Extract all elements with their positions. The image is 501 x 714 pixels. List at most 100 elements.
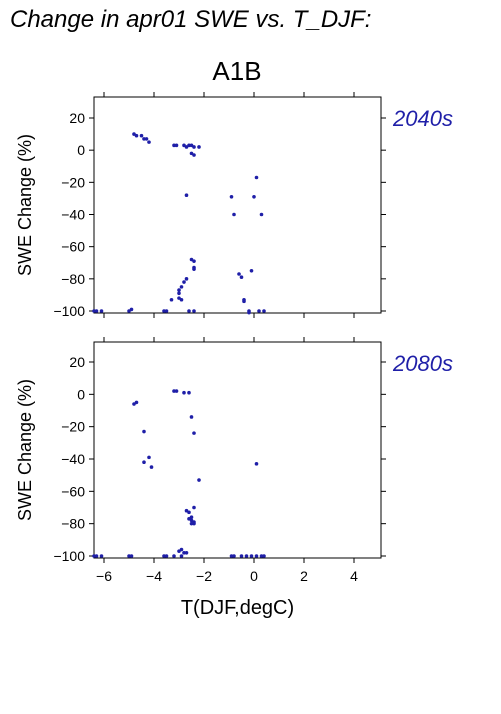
data-point: [247, 310, 251, 315]
x-tick-label: 2: [300, 568, 308, 584]
data-point: [257, 309, 261, 313]
data-point: [94, 554, 99, 558]
data-point: [192, 521, 196, 526]
data-point: [99, 309, 104, 313]
data-point: [174, 143, 179, 148]
x-tick-label: −2: [196, 568, 212, 584]
data-point: [192, 267, 196, 271]
data-point: [259, 554, 264, 558]
y-tick-label: −100: [53, 303, 85, 319]
y-tick-label: −20: [61, 174, 85, 190]
data-point: [244, 554, 249, 558]
data-point: [252, 195, 256, 199]
data-point: [127, 554, 131, 558]
data-point: [232, 212, 236, 217]
data-point: [187, 309, 191, 313]
data-point: [142, 429, 146, 434]
data-point: [187, 143, 191, 148]
data-point: [129, 307, 134, 312]
data-point: [134, 400, 139, 405]
y-tick-label: 0: [77, 386, 85, 402]
y-axis-label: SWE Change (%): [15, 134, 35, 276]
data-point: [254, 554, 259, 558]
period-label: 2040s: [392, 106, 453, 131]
data-point: [162, 309, 166, 313]
data-point: [192, 505, 196, 510]
data-point: [174, 389, 179, 393]
data-point: [262, 554, 266, 558]
data-point: [179, 297, 184, 302]
data-point: [184, 193, 189, 197]
data-point: [92, 309, 96, 313]
x-axis-label: T(DJF,degC): [181, 597, 294, 619]
data-point: [184, 550, 189, 555]
y-tick-label: −60: [61, 483, 85, 499]
data-point: [197, 478, 201, 482]
data-point: [192, 153, 196, 157]
data-point: [187, 510, 191, 515]
scenario-title: A1B: [212, 56, 261, 86]
data-point: [172, 554, 176, 558]
data-point: [249, 554, 254, 558]
y-tick-label: 20: [69, 354, 85, 370]
y-tick-label: −80: [61, 516, 85, 532]
x-tick-label: −6: [96, 568, 112, 584]
data-point: [142, 460, 146, 465]
data-point: [172, 143, 176, 148]
data-point: [99, 554, 104, 558]
panel-2040s: 20 0 −20 −40 −60 −80 −100 SWE Change (%) 2040s: [15, 92, 453, 319]
data-point: [182, 550, 186, 555]
data-point: [169, 297, 174, 302]
data-point: [242, 299, 246, 304]
data-point: [177, 291, 181, 296]
data-point: [192, 145, 196, 149]
x-tick-label: 4: [350, 568, 358, 584]
data-point: [239, 275, 244, 280]
y-tick-label: −60: [61, 239, 85, 255]
y-tick-label: 0: [77, 142, 85, 158]
data-point: [259, 212, 264, 217]
data-point: [187, 390, 191, 395]
data-point: [179, 547, 184, 552]
x-tick-label: 0: [250, 568, 258, 584]
plot-frame: [93, 341, 382, 559]
data-point: [149, 465, 154, 469]
data-point: [192, 431, 196, 435]
data-point: [172, 389, 176, 393]
data-point: [144, 137, 149, 141]
y-tick-label: −40: [61, 207, 85, 223]
data-point: [229, 195, 234, 199]
data-point: [147, 455, 151, 460]
plot-frame: [93, 96, 382, 314]
data-point: [177, 288, 181, 292]
data-point: [254, 175, 259, 180]
figure-title: Change in apr01 SWE vs. T_DJF:: [10, 6, 371, 33]
data-point: [184, 277, 189, 281]
data-point: [189, 521, 194, 526]
data-point: [94, 309, 99, 313]
data-point: [189, 415, 194, 419]
period-label: 2080s: [392, 351, 453, 376]
data-point: [232, 554, 236, 558]
y-tick-label: −20: [61, 419, 85, 435]
data-point: [239, 554, 244, 558]
data-point: [262, 309, 266, 313]
data-point: [249, 268, 254, 273]
data-point: [92, 554, 96, 558]
y-tick-label: −100: [53, 548, 85, 564]
data-point: [197, 145, 201, 149]
data-point: [164, 554, 169, 558]
data-point: [164, 309, 169, 313]
data-point: [129, 554, 134, 558]
y-tick-label: −40: [61, 451, 85, 467]
data-point: [182, 280, 186, 284]
data-point: [254, 462, 259, 466]
y-tick-label: 20: [69, 110, 85, 126]
x-tick-label: −4: [146, 568, 162, 584]
data-point: [192, 259, 196, 263]
data-point: [237, 272, 241, 276]
data-point: [182, 390, 186, 395]
data-point: [229, 554, 234, 558]
